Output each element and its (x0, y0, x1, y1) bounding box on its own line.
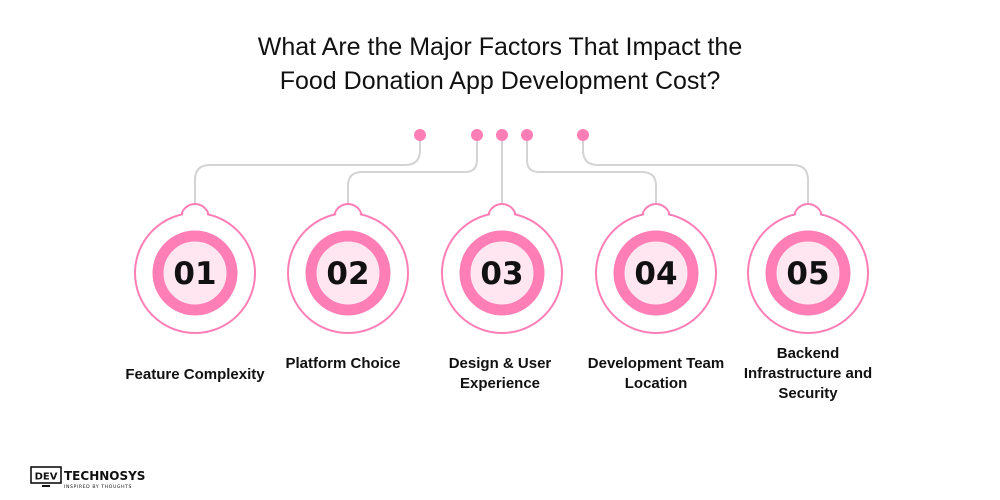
dot-4 (521, 129, 533, 141)
factor-node-3: 03 (441, 203, 563, 334)
dot-1 (414, 129, 426, 141)
dot-2 (471, 129, 483, 141)
logo-tagline: INSPIRED BY THOUGHTS (64, 484, 132, 490)
title-line-2: Food Donation App Development Cost? (279, 67, 721, 95)
factor-node-4: 04 (595, 203, 717, 334)
logo-monogram: DEV (35, 472, 58, 483)
title-line-1: What Are the Major Factors That Impact t… (257, 33, 743, 61)
node-inner-ring (305, 230, 391, 316)
factor-label-5: Backend Infrastructure and Security (743, 345, 873, 402)
factor-label-3: Design & User Experience (448, 355, 552, 392)
node-notch-fill (795, 205, 821, 231)
node-inner-ring (459, 230, 545, 316)
factor-number-1: 01 (173, 256, 216, 292)
connector-5 (582, 135, 809, 212)
connector-lines (194, 135, 809, 212)
factor-label-2: Platform Choice (285, 355, 401, 372)
logo-monogram-box (30, 466, 62, 484)
dot-3 (496, 129, 508, 141)
node-inner-ring (152, 230, 238, 316)
connector-dots (414, 129, 589, 141)
factor-node-5: 05 (747, 203, 869, 334)
connector-4 (526, 135, 657, 212)
node-inner-ring (765, 230, 851, 316)
devtechnosys-logo: DEV TECHNOSYS INSPIRED BY THOUGHTS (30, 466, 145, 490)
node-notch-fill (643, 205, 669, 231)
factor-node-2: 02 (287, 203, 409, 334)
factor-node-1: 01 (134, 203, 256, 334)
factor-number-4: 04 (634, 256, 677, 292)
node-notch-fill (489, 205, 515, 231)
factor-number-5: 05 (786, 256, 829, 292)
dot-5 (577, 129, 589, 141)
factor-number-3: 03 (480, 256, 523, 292)
factor-label-1: Feature Complexity (125, 366, 265, 383)
node-inner-ring (613, 230, 699, 316)
factor-label-4: Development Team Location (587, 355, 725, 392)
factor-number-2: 02 (326, 256, 369, 292)
node-notch-fill (182, 205, 208, 231)
logo-brand-name: TECHNOSYS (64, 469, 145, 483)
connector-1 (194, 135, 421, 212)
connector-2 (347, 135, 478, 212)
node-notch-fill (335, 205, 361, 231)
page-title: What Are the Major Factors That Impact t… (0, 30, 1000, 98)
